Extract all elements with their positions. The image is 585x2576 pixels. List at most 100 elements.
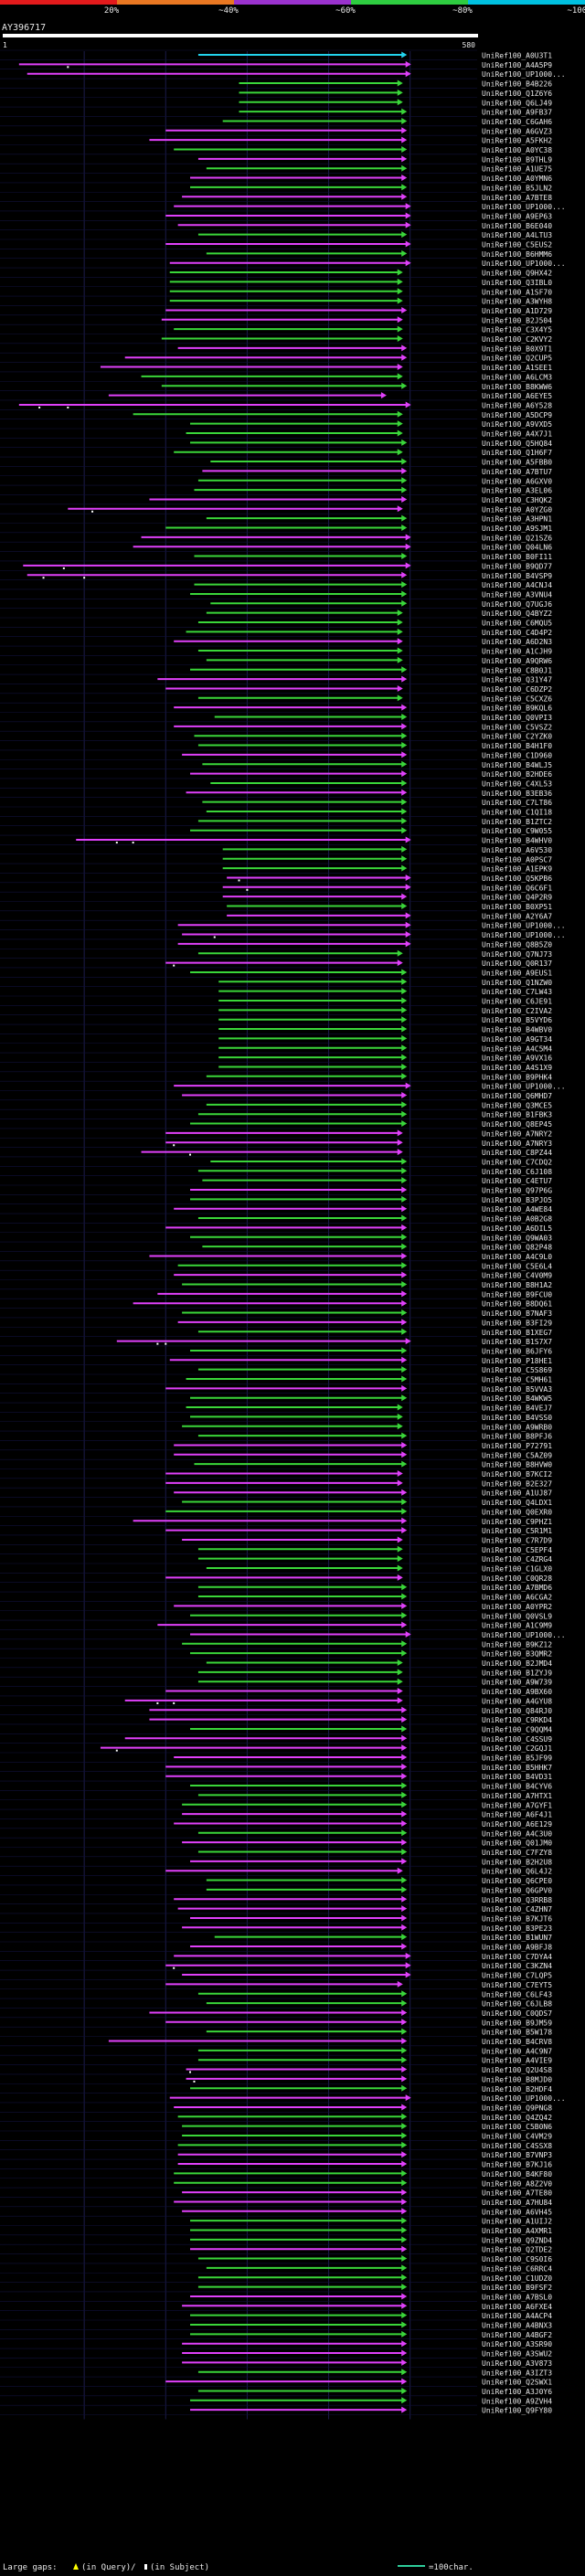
hit-row[interactable]: UniRef100_A7BTE8 <box>182 193 552 202</box>
hit-label[interactable]: UniRef100_B5HHK7 <box>482 1764 552 1772</box>
hit-label[interactable]: UniRef100_B6E040 <box>482 222 552 230</box>
hit-row[interactable]: UniRef100_C3X4Y5 <box>174 325 552 334</box>
hit-label[interactable]: UniRef100_A7BSL0 <box>482 2293 552 2301</box>
hit-row[interactable]: UniRef100_Q8B5Z0 <box>177 940 553 949</box>
hit-label[interactable]: UniRef100_A6EYE5 <box>482 392 552 400</box>
hit-label[interactable]: UniRef100_B3EB36 <box>482 790 552 798</box>
hit-label[interactable]: UniRef100_C5MH61 <box>482 1376 552 1384</box>
hit-row[interactable]: UniRef100_A4C5M4 <box>218 1044 552 1053</box>
hit-label[interactable]: UniRef100_A0B2G8 <box>482 1215 552 1224</box>
hit-row[interactable]: UniRef100_A6VH45 <box>182 2208 552 2216</box>
hit-label[interactable]: UniRef100_B8H1A2 <box>482 1281 552 1289</box>
hit-label[interactable]: UniRef100_A4GYU8 <box>482 1697 552 1705</box>
hit-row[interactable]: UniRef100_A0YC38 <box>174 146 552 154</box>
hit-label[interactable]: UniRef100_C6RRC4 <box>482 2264 552 2273</box>
hit-row[interactable]: UniRef100_B7KJT6 <box>190 1914 552 1923</box>
hit-row[interactable]: UniRef100_C9W055 <box>190 827 552 835</box>
hit-label[interactable]: UniRef100_A7BTE8 <box>482 194 552 202</box>
hit-label[interactable]: UniRef100_A1UE75 <box>482 165 552 174</box>
hit-row[interactable]: UniRef100_B4VSP9 <box>27 571 553 580</box>
hit-label[interactable]: UniRef100_A4LTU3 <box>482 231 552 239</box>
hit-row[interactable]: UniRef100_A6GXV0 <box>197 477 552 485</box>
hit-label[interactable]: UniRef100_Q6L4J2 <box>482 1868 552 1876</box>
hit-label[interactable]: UniRef100_UP1000... <box>482 260 566 268</box>
hit-label[interactable]: UniRef100_C5CXZ6 <box>482 694 552 703</box>
hit-label[interactable]: UniRef100_A0U3T1 <box>482 52 552 60</box>
hit-row[interactable]: UniRef100_C5EUS2 <box>165 240 552 249</box>
hit-row[interactable]: UniRef100_B8DQ61 <box>133 1299 553 1309</box>
hit-row[interactable]: UniRef100_A4X7J1 <box>186 429 553 439</box>
hit-row[interactable]: UniRef100_B6JFY6 <box>190 1347 552 1355</box>
hit-label[interactable]: UniRef100_C7DYA4 <box>482 1953 552 1961</box>
hit-row[interactable]: UniRef100_A3J0Y6 <box>197 2387 552 2396</box>
hit-row[interactable]: UniRef100_A6D2N3 <box>174 638 552 646</box>
hit-label[interactable]: UniRef100_Q0VPI3 <box>482 714 552 722</box>
hit-row[interactable]: UniRef100_C5E6L4 <box>177 1262 553 1270</box>
hit-label[interactable]: UniRef100_B4CRV8 <box>482 2038 552 2046</box>
hit-label[interactable]: UniRef100_B4WLJ5 <box>482 761 552 769</box>
hit-label[interactable]: UniRef100_A9BFJ8 <box>482 1944 552 1952</box>
hit-label[interactable]: UniRef100_Q6C6F1 <box>482 884 552 892</box>
hit-row[interactable]: UniRef100_A7NRY2 <box>165 1129 552 1138</box>
hit-row[interactable]: UniRef100_Q04LN6 <box>133 543 553 552</box>
hit-label[interactable]: UniRef100_B5VVA3 <box>482 1385 552 1394</box>
hit-label[interactable]: UniRef100_B4WHV0 <box>482 837 552 845</box>
hit-label[interactable]: UniRef100_Q2TDE2 <box>482 2246 552 2254</box>
hit-row[interactable]: UniRef100_B2JMD4 <box>206 1659 552 1668</box>
hit-row[interactable]: UniRef100_A5DCP9 <box>133 410 553 419</box>
hit-row[interactable]: UniRef100_C6GAH6 <box>222 117 553 126</box>
hit-row[interactable]: UniRef100_Q97P6G <box>190 1186 552 1195</box>
hit-row[interactable]: UniRef100_A4S1X9 <box>218 1063 552 1072</box>
hit-label[interactable]: UniRef100_B3FI29 <box>482 1319 552 1327</box>
hit-row[interactable]: UniRef100_B9THL9 <box>197 155 552 164</box>
hit-label[interactable]: UniRef100_Q5HQ84 <box>482 440 552 448</box>
hit-label[interactable]: UniRef100_B9KZ12 <box>482 1640 552 1648</box>
hit-row[interactable]: UniRef100_C6J108 <box>197 1167 552 1176</box>
hit-row[interactable]: UniRef100_Q31Y47 <box>157 675 552 684</box>
hit-label[interactable]: UniRef100_UP1000... <box>482 1083 566 1091</box>
hit-label[interactable]: UniRef100_Q01JM0 <box>482 1839 552 1848</box>
hit-row[interactable]: UniRef100_A4VIE9 <box>197 2056 552 2065</box>
hit-label[interactable]: UniRef100_C7FZY8 <box>482 1849 552 1857</box>
hit-label[interactable]: UniRef100_C5EPF4 <box>482 1546 552 1554</box>
hit-row[interactable]: UniRef100_B6E040 <box>177 221 553 230</box>
hit-label[interactable]: UniRef100_C1QI18 <box>482 809 552 817</box>
hit-row[interactable]: UniRef100_A1D729 <box>165 306 552 315</box>
hit-row[interactable]: UniRef100_C2YZK0 <box>194 732 552 741</box>
hit-row[interactable]: UniRef100_C5VSZ2 <box>174 723 552 731</box>
hit-row[interactable]: UniRef100_C5MH61 <box>186 1375 553 1384</box>
hit-row[interactable]: UniRef100_A1SEE1 <box>100 364 552 372</box>
hit-row[interactable]: UniRef100_B7VNP3 <box>177 2151 553 2159</box>
hit-label[interactable]: UniRef100_A8Z2V0 <box>482 2179 552 2188</box>
hit-label[interactable]: UniRef100_Q4BYZ2 <box>482 610 552 618</box>
hit-row[interactable]: UniRef100_C7LW43 <box>218 988 552 996</box>
hit-label[interactable]: UniRef100_C4ETU7 <box>482 1177 552 1185</box>
hit-row[interactable]: UniRef100_C7EYT5 <box>165 1980 552 1989</box>
hit-row[interactable]: UniRef100_C4VM29 <box>182 2132 552 2141</box>
hit-row[interactable]: UniRef100_Q2U4S8 <box>186 2066 553 2074</box>
hit-label[interactable]: UniRef100_Q0R137 <box>482 959 552 968</box>
hit-label[interactable]: UniRef100_A1UJ87 <box>482 1489 552 1498</box>
hit-label[interactable]: UniRef100_C0QR28 <box>482 1574 552 1583</box>
hit-label[interactable]: UniRef100_C4ZRG4 <box>482 1555 552 1564</box>
hit-row[interactable]: UniRef100_A9EUS1 <box>190 969 552 977</box>
hit-label[interactable]: UniRef100_A7BMD6 <box>482 1584 552 1592</box>
hit-row[interactable]: UniRef100_B1S7X7 <box>116 1338 552 1346</box>
hit-label[interactable]: UniRef100_Q6LJ49 <box>482 99 552 107</box>
hit-label[interactable]: UniRef100_A4ACP4 <box>482 2312 552 2320</box>
hit-label[interactable]: UniRef100_C3KZN4 <box>482 1962 552 1970</box>
hit-label[interactable]: UniRef100_C7EYT5 <box>482 1981 552 1989</box>
hit-label[interactable]: UniRef100_C4SSU9 <box>482 1735 552 1744</box>
hit-label[interactable]: UniRef100_B4VSP9 <box>482 572 552 580</box>
hit-label[interactable]: UniRef100_A7GYF1 <box>482 1801 552 1809</box>
hit-label[interactable]: UniRef100_B9FSF2 <box>482 2284 552 2292</box>
hit-label[interactable]: UniRef100_A6D2N3 <box>482 638 552 646</box>
hit-row[interactable]: UniRef100_A9FB37 <box>239 108 553 117</box>
hit-label[interactable]: UniRef100_B7NAF3 <box>482 1309 552 1318</box>
hit-row[interactable]: UniRef100_B9FSF2 <box>197 2284 552 2292</box>
hit-label[interactable]: UniRef100_Q6GPV0 <box>482 1886 552 1894</box>
hit-row[interactable]: UniRef100_UP1000... <box>169 260 566 268</box>
hit-row[interactable]: UniRef100_C7R7D9 <box>182 1536 552 1544</box>
hit-row[interactable]: UniRef100_Q9FY80 <box>190 2406 552 2415</box>
hit-label[interactable]: UniRef100_A4XMR1 <box>482 2227 552 2235</box>
